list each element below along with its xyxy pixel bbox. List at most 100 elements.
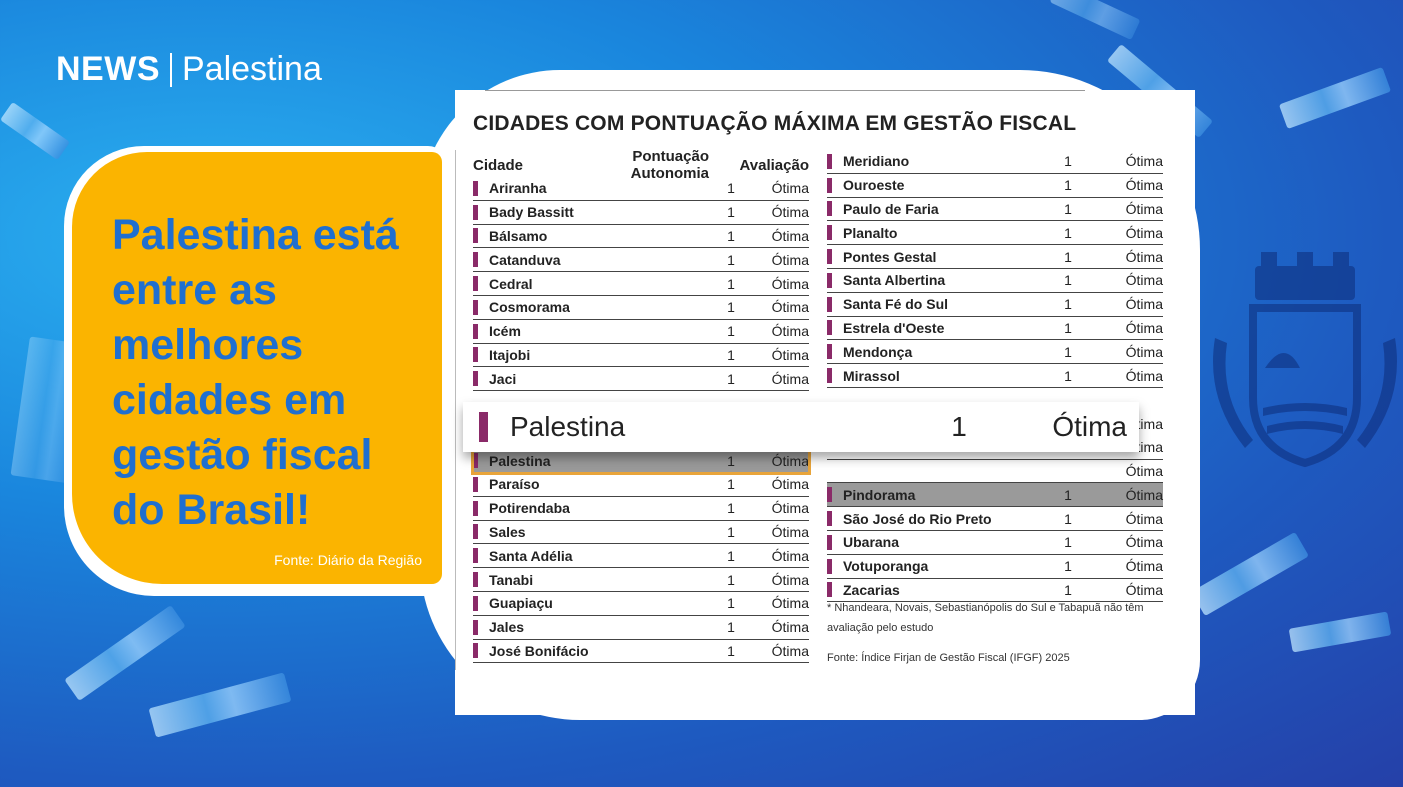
cell-rating: Ótima <box>771 476 809 493</box>
row-marker <box>827 153 832 169</box>
table-row: Meridiano 1 Ótima <box>827 150 1163 174</box>
table-title: CIDADES COM PONTUAÇÃO MÁXIMA EM GESTÃO F… <box>473 112 1077 135</box>
table-right-column: Meridiano 1 Ótima Ouroeste 1 Ótima Paulo de Fa… <box>827 150 1163 603</box>
cell-city: Mendonça <box>843 343 913 360</box>
cell-score: 1 <box>727 204 735 221</box>
header-score: Pontuação Autonomia <box>630 148 709 182</box>
cell-rating: Ótima <box>1125 177 1163 194</box>
cell-score: 1 <box>727 275 735 292</box>
cell-score: 1 <box>727 299 735 316</box>
cell-city: Jales <box>489 619 525 636</box>
cell-city: Palestina <box>489 452 551 469</box>
cell-score: 1 <box>1064 177 1072 194</box>
cell-score: 1 <box>727 323 735 340</box>
cell-score: 1 <box>727 227 735 244</box>
cell-rating: Ótima <box>771 370 809 387</box>
row-marker <box>473 228 478 244</box>
row-marker <box>827 558 832 574</box>
table-row: Itajobi 1 Ótima <box>473 344 809 368</box>
cell-score: 1 <box>727 251 735 268</box>
cell-rating: Ótima <box>1125 200 1163 217</box>
row-marker <box>827 272 832 288</box>
cell-city: Cosmorama <box>489 299 570 316</box>
row-marker <box>827 249 832 265</box>
row-marker <box>473 204 478 220</box>
cell-rating: Ótima <box>1125 224 1163 241</box>
city-crest-icon <box>1213 252 1397 468</box>
row-marker <box>827 320 832 336</box>
table-row: Estrela d'Oeste 1 Ótima <box>827 317 1163 341</box>
table-row: Guapiaçu 1 Ótima <box>473 592 809 616</box>
table-row: Ubarana 1 Ótima <box>827 531 1163 555</box>
cell-score: 1 <box>727 523 735 540</box>
cell-rating: Ótima <box>771 275 809 292</box>
cell-score: 1 <box>1064 510 1072 527</box>
table-row: Cosmorama 1 Ótima <box>473 296 809 320</box>
cell-score: 1 <box>1064 319 1072 336</box>
cell-city: Jaci <box>489 370 517 387</box>
row-marker <box>827 534 832 550</box>
highlight-callout: Palestina 1 Ótima <box>463 402 1139 452</box>
table-row: Paulo de Faria 1 Ótima <box>827 198 1163 222</box>
row-marker <box>827 177 832 193</box>
ribbon-decoration <box>0 101 70 161</box>
cell-city: Cedral <box>489 275 533 292</box>
row-marker <box>473 252 478 268</box>
cell-rating: Ótima <box>1125 296 1163 313</box>
cell-rating: Ótima <box>771 204 809 221</box>
cell-score: 1 <box>727 595 735 612</box>
table-row: Mendonça 1 Ótima <box>827 340 1163 365</box>
table-row: Jaci 1 Ótima <box>473 367 809 392</box>
cell-rating: Ótima <box>771 227 809 244</box>
cell-score: 1 <box>1064 296 1072 313</box>
cell-city: Itajobi <box>489 346 531 363</box>
cell-city: Ubarana <box>843 534 900 551</box>
cell-rating: Ótima <box>1125 558 1163 575</box>
table-row: Tanabi 1 Ótima <box>473 568 809 592</box>
cell-city: Santa Adélia <box>489 547 573 564</box>
row-marker <box>473 299 478 315</box>
cell-score: 1 <box>1064 248 1072 265</box>
cell-rating: Ótima <box>1125 272 1163 289</box>
cell-city: Potirendaba <box>489 500 570 517</box>
cell-score: 1 <box>727 571 735 588</box>
table-row: Ótima <box>827 460 1163 484</box>
table-row: Planalto 1 Ótima <box>827 221 1163 246</box>
cell-rating: Ótima <box>1125 248 1163 265</box>
ribbon-decoration <box>1191 531 1309 617</box>
cell-rating: Ótima <box>771 180 809 197</box>
table-row: Santa Albertina 1 Ótima <box>827 269 1163 293</box>
table-footnote: * Nhandeara, Novais, Sebastianópolis do … <box>827 602 1144 634</box>
cell-score: 1 <box>1064 558 1072 575</box>
highlight-city: Palestina <box>510 411 626 442</box>
divider <box>485 90 1085 91</box>
table-row: Votuporanga 1 Ótima <box>827 555 1163 579</box>
cell-rating: Ótima <box>771 595 809 612</box>
cell-rating: Ótima <box>1125 462 1163 479</box>
table-header: Cidade Pontuação Autonomia Avaliação <box>473 148 809 182</box>
brand-place: Palestina <box>182 50 322 88</box>
table-row: Sales 1 Ótima <box>473 521 809 545</box>
table-row: Pontes Gestal 1 Ótima <box>827 245 1163 269</box>
row-marker <box>827 225 832 241</box>
headline-box: Palestina está entre as melhores cidades… <box>72 152 442 584</box>
cell-rating: Ótima <box>771 251 809 268</box>
cell-score: 1 <box>727 346 735 363</box>
row-marker <box>473 323 478 339</box>
table-left-column: Cidade Pontuação Autonomia Avaliação Ari… <box>471 148 811 664</box>
cell-city: Ouroeste <box>843 177 905 194</box>
row-marker <box>473 548 478 564</box>
row-marker <box>473 595 478 611</box>
brand-header: NEWS Palestina <box>56 50 322 89</box>
row-marker <box>827 368 832 384</box>
row-marker <box>473 572 478 588</box>
cell-score: 1 <box>727 370 735 387</box>
cell-rating: Ótima <box>1125 510 1163 527</box>
cell-rating: Ótima <box>1125 534 1163 551</box>
cell-rating: Ótima <box>1125 319 1163 336</box>
row-marker <box>827 487 832 503</box>
cell-rating: Ótima <box>1125 486 1163 503</box>
row-marker <box>473 371 478 387</box>
table-row: Ouroeste 1 Ótima <box>827 174 1163 198</box>
brand-separator <box>170 52 172 87</box>
